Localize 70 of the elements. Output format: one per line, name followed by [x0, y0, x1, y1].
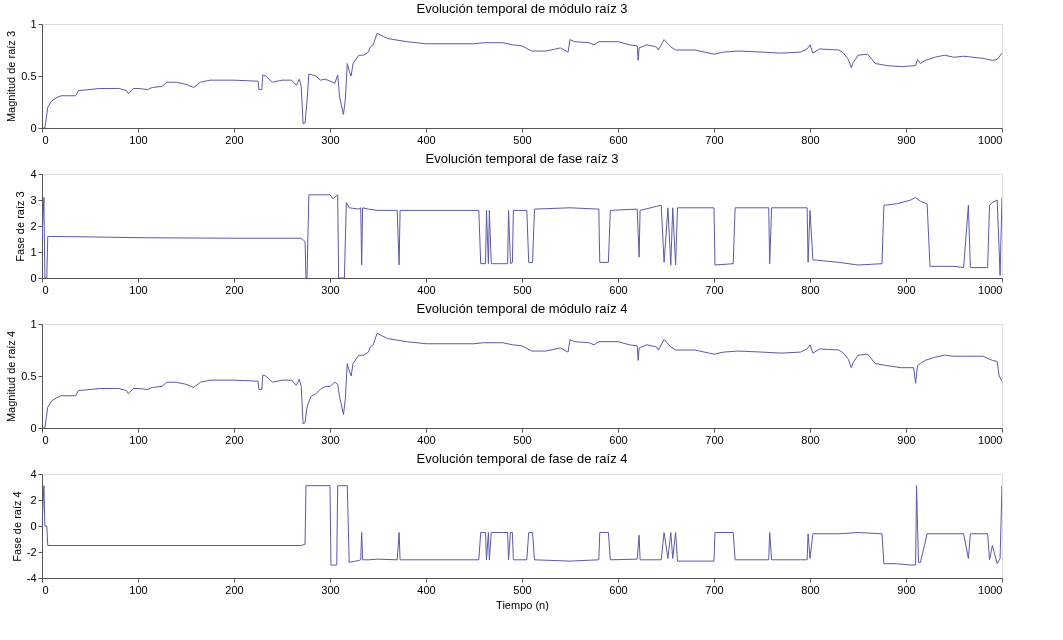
x-tick-label: 0 [42, 133, 49, 146]
x-tick-label: 800 [801, 433, 820, 446]
y-tick-label: 0.5 [21, 369, 37, 382]
x-tick-label: 400 [417, 283, 436, 296]
x-tick-label: 800 [801, 133, 820, 146]
x-tick-label: 0 [42, 583, 49, 596]
x-tick-label: 900 [897, 133, 916, 146]
y-tick-label: 4 [30, 467, 37, 480]
x-tick-label: 200 [225, 583, 244, 596]
y-tick-label: 2 [30, 493, 37, 506]
x-tick-label: 900 [897, 433, 916, 446]
x-tick-label: 700 [705, 433, 724, 446]
x-tick-label: 400 [417, 583, 436, 596]
x-tick-label: 400 [417, 133, 436, 146]
y-axis-title: Magnitud de raíz 3 [5, 30, 18, 123]
y-tick-label: 1 [30, 317, 37, 330]
y-tick-label: -2 [26, 545, 37, 558]
y-tick-label: 4 [30, 167, 37, 180]
x-tick-label: 100 [129, 133, 148, 146]
y-axis-title: Magnitud de raíz 4 [5, 330, 18, 423]
x-tick-label: 0 [42, 283, 49, 296]
x-tick-label: 500 [513, 133, 532, 146]
y-tick-label: 0 [30, 519, 37, 532]
x-tick-label: 700 [705, 583, 724, 596]
x-tick-label: 200 [225, 433, 244, 446]
chart-title: Evolución temporal de fase raíz 3 [425, 151, 619, 166]
x-tick-label: 500 [513, 283, 532, 296]
x-tick-label: 600 [609, 433, 628, 446]
x-tick-label: 800 [801, 583, 820, 596]
x-tick-label: 400 [417, 433, 436, 446]
x-tick-label: 300 [321, 133, 340, 146]
x-tick-label: 800 [801, 283, 820, 296]
x-tick-label: 1000 [978, 433, 1003, 446]
x-tick-label: 700 [705, 133, 724, 146]
y-tick-label: 1 [30, 17, 37, 30]
x-tick-label: 900 [897, 583, 916, 596]
x-tick-label: 500 [513, 433, 532, 446]
x-tick-label: 0 [42, 433, 49, 446]
x-tick-label: 1000 [978, 583, 1003, 596]
x-tick-label: 600 [609, 283, 628, 296]
x-tick-label: 200 [225, 133, 244, 146]
x-tick-label: 1000 [978, 283, 1003, 296]
y-tick-label: 0.5 [21, 69, 37, 82]
y-axis-title: Fase de raíz 3 [14, 191, 27, 262]
x-tick-label: 600 [609, 133, 628, 146]
chart-title: Evolución temporal de módulo raíz 4 [416, 301, 628, 316]
x-tick-label: 500 [513, 583, 532, 596]
y-tick-label: 0 [30, 121, 37, 134]
x-tick-label: 300 [321, 433, 340, 446]
x-axis-title: Tiempo (n) [496, 598, 549, 611]
y-tick-label: 0 [30, 421, 37, 434]
x-tick-label: 100 [129, 283, 148, 296]
x-tick-label: 600 [609, 583, 628, 596]
y-tick-label: 2 [30, 219, 37, 232]
x-tick-label: 100 [129, 583, 148, 596]
y-axis-title: Fase de raíz 4 [10, 491, 23, 562]
y-tick-label: -4 [26, 571, 37, 584]
x-tick-label: 700 [705, 283, 724, 296]
y-tick-label: 3 [30, 193, 37, 206]
y-tick-label: 0 [30, 271, 37, 284]
x-tick-label: 900 [897, 283, 916, 296]
chart-title: Evolución temporal de módulo raíz 3 [416, 1, 628, 16]
x-tick-label: 300 [321, 583, 340, 596]
x-tick-label: 1000 [978, 133, 1003, 146]
line-series [42, 485, 1002, 566]
y-tick-label: 1 [30, 245, 37, 258]
x-tick-label: 100 [129, 433, 148, 446]
chart-title: Evolución temporal de fase de raíz 4 [416, 451, 628, 466]
x-tick-label: 300 [321, 283, 340, 296]
x-tick-label: 200 [225, 283, 244, 296]
